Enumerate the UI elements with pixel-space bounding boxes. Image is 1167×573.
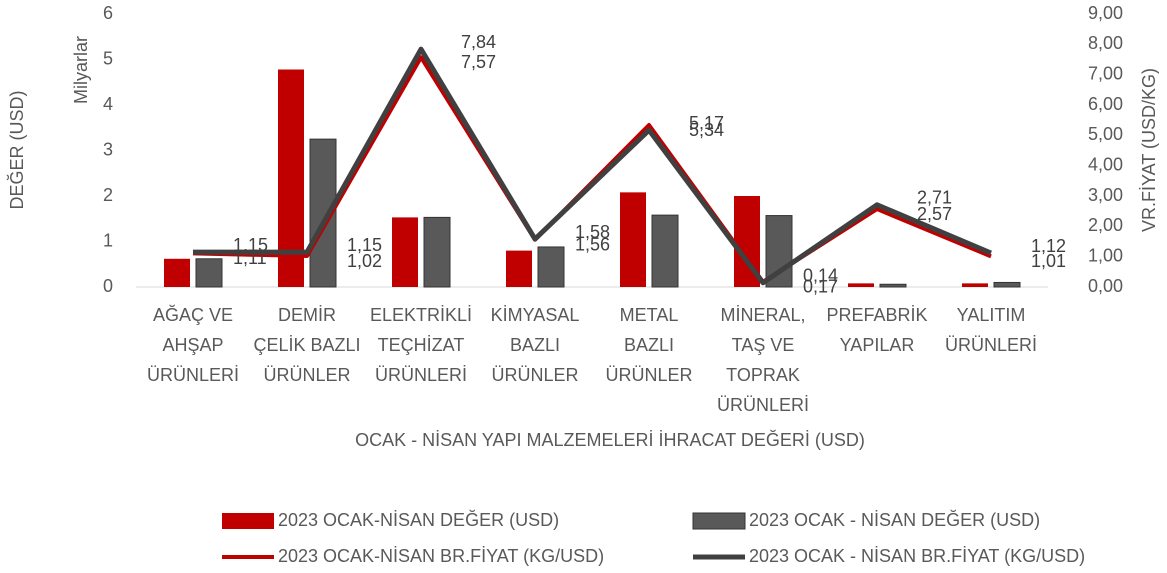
data-label: 0,17 bbox=[803, 277, 838, 297]
y-tick-label: 1 bbox=[103, 230, 113, 250]
data-label: 1,58 bbox=[575, 222, 610, 242]
bar bbox=[164, 258, 190, 287]
bar bbox=[962, 283, 988, 287]
x-tick-label: PREFABRİK bbox=[826, 305, 927, 325]
y2-axis-title: VR.FİYAT (USD/KG) bbox=[1139, 68, 1159, 232]
data-label: 5,17 bbox=[689, 113, 724, 133]
y-tick-label: 2 bbox=[103, 185, 113, 205]
x-tick-label: KİMYASAL bbox=[491, 305, 580, 325]
x-tick-label: AĞAÇ VE bbox=[153, 304, 233, 325]
x-tick-label: DEMİR bbox=[278, 305, 336, 325]
legend-label: 2023 OCAK - NİSAN DEĞER (USD) bbox=[749, 509, 1040, 530]
y-tick-label: 6 bbox=[103, 3, 113, 23]
y2-tick-label: 8,00 bbox=[1088, 33, 1123, 53]
x-tick-label: BAZLI bbox=[624, 335, 674, 355]
y2-tick-label: 9,00 bbox=[1088, 3, 1123, 23]
legend-label: 2023 OCAK-NİSAN BR.FİYAT (KG/USD) bbox=[278, 546, 604, 566]
x-tick-label: ELEKTRİKLİ bbox=[370, 305, 472, 325]
x-tick-label: AHŞAP bbox=[162, 335, 223, 355]
y-tick-label: 3 bbox=[103, 139, 113, 159]
data-label: 2,71 bbox=[917, 188, 952, 208]
y2-tick-label: 5,00 bbox=[1088, 124, 1123, 144]
y2-tick-label: 6,00 bbox=[1088, 94, 1123, 114]
data-label: 0,14 bbox=[803, 266, 838, 286]
data-label: 1,01 bbox=[1031, 251, 1066, 271]
data-label: 7,57 bbox=[461, 52, 496, 72]
bar bbox=[537, 246, 565, 288]
data-label: 2,57 bbox=[917, 204, 952, 224]
x-tick-label: ÜRÜNLER bbox=[263, 365, 350, 385]
data-label: 1,56 bbox=[575, 234, 610, 254]
x-tick-label: YAPILAR bbox=[840, 335, 915, 355]
legend-label: 2023 OCAK-NİSAN DEĞER (USD) bbox=[278, 509, 559, 530]
x-tick-label: ÜRÜNLERİ bbox=[147, 365, 239, 385]
bar bbox=[392, 217, 418, 287]
y2-tick-label: 3,00 bbox=[1088, 185, 1123, 205]
x-tick-label: ÜRÜNLER bbox=[605, 365, 692, 385]
y-axis-title: DEĞER (USD) bbox=[6, 90, 27, 209]
data-label: 1,02 bbox=[347, 251, 382, 271]
x-tick-label: METAL bbox=[620, 305, 679, 325]
bar bbox=[993, 281, 1021, 288]
x-tick-label: ÇELİK BAZLI bbox=[253, 335, 360, 355]
data-label: 1,15 bbox=[233, 235, 268, 255]
legend-swatch bbox=[222, 513, 274, 529]
x-tick-label: ÜRÜNLERİ bbox=[945, 335, 1037, 355]
y2-tick-label: 2,00 bbox=[1088, 215, 1123, 235]
x-tick-label: MİNERAL, bbox=[720, 305, 805, 325]
x-tick-label: TEÇHİZAT bbox=[378, 335, 465, 355]
legend-label: 2023 OCAK - NİSAN BR.FİYAT (KG/USD) bbox=[749, 546, 1085, 566]
bar bbox=[879, 283, 907, 288]
bar bbox=[620, 192, 646, 287]
x-tick-label: ÜRÜNLERİ bbox=[375, 365, 467, 385]
y2-tick-label: 4,00 bbox=[1088, 154, 1123, 174]
data-label: 5,34 bbox=[689, 120, 724, 140]
y2-tick-label: 0,00 bbox=[1088, 276, 1123, 296]
y-tick-label: 5 bbox=[103, 48, 113, 68]
line-series bbox=[193, 46, 992, 286]
y-tick-label: 4 bbox=[103, 94, 113, 114]
bar bbox=[195, 258, 223, 288]
bar bbox=[506, 250, 532, 287]
data-label: 1,15 bbox=[347, 235, 382, 255]
bar bbox=[651, 214, 679, 288]
x-tick-label: YALITIM bbox=[957, 305, 1026, 325]
bar bbox=[848, 283, 874, 287]
y-axis-unit: Milyarlar bbox=[71, 36, 91, 104]
x-tick-label: TAŞ VE bbox=[732, 335, 795, 355]
x-tick-label: TOPRAK bbox=[726, 365, 800, 385]
x-tick-label: BAZLI bbox=[510, 335, 560, 355]
y2-tick-label: 7,00 bbox=[1088, 63, 1123, 83]
y2-tick-label: 1,00 bbox=[1088, 245, 1123, 265]
y-tick-label: 0 bbox=[103, 276, 113, 296]
x-tick-label: ÜRÜNLER bbox=[491, 365, 578, 385]
data-label: 1,12 bbox=[1031, 236, 1066, 256]
bar bbox=[423, 216, 451, 288]
x-tick-label: ÜRÜNLERİ bbox=[717, 395, 809, 415]
legend-swatch bbox=[692, 512, 746, 530]
data-label: 7,84 bbox=[461, 32, 496, 52]
x-axis-title: OCAK - NİSAN YAPI MALZEMELERİ İHRACAT DE… bbox=[355, 429, 865, 450]
